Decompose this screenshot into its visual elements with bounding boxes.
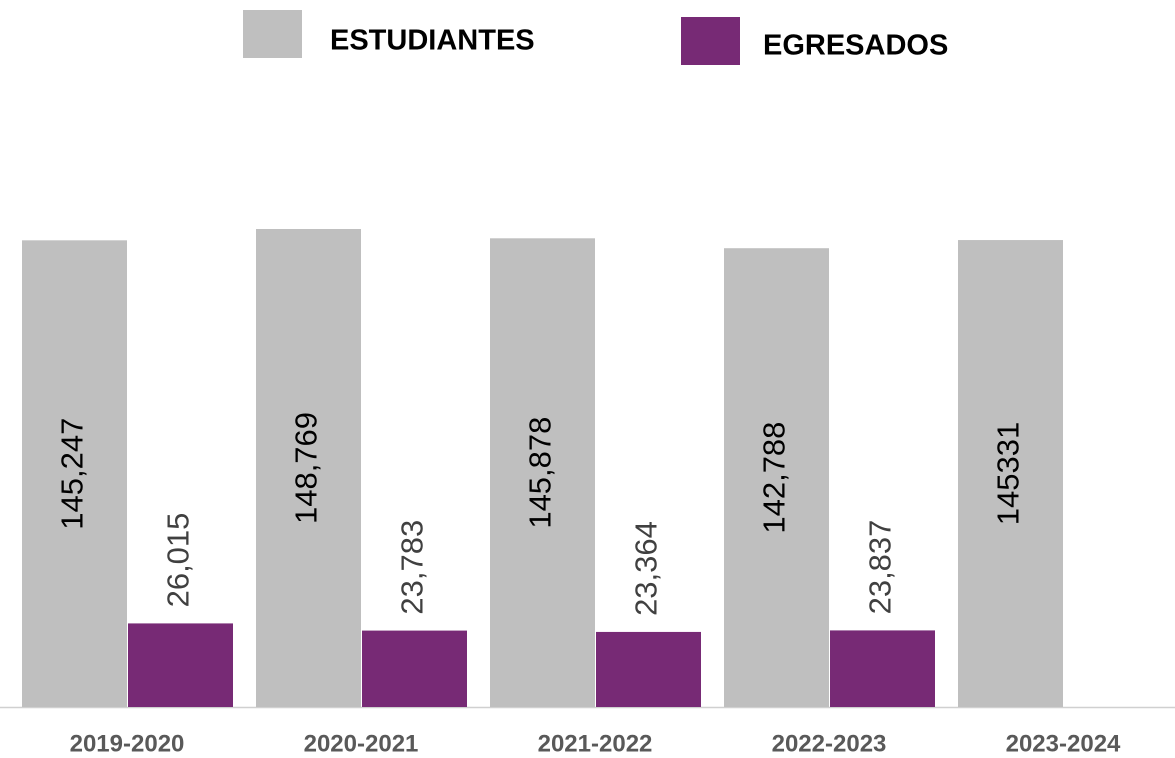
legend-label: ESTUDIANTES (330, 25, 535, 57)
bar (830, 630, 935, 707)
data-label: 23,364 (629, 521, 664, 616)
legend-label: EGRESADOS (763, 30, 948, 62)
x-tick-label: 2023-2024 (1006, 730, 1121, 757)
data-label: 23,837 (863, 520, 898, 615)
x-tick-label: 2020-2021 (304, 730, 419, 757)
data-label: 23,783 (395, 520, 430, 615)
bar (958, 240, 1063, 707)
x-tick-label: 2021-2022 (538, 730, 653, 757)
bar (22, 240, 127, 707)
data-label: 148,769 (289, 412, 324, 524)
bar (128, 623, 233, 707)
data-label: 26,015 (161, 513, 196, 608)
data-label: 145331 (991, 422, 1026, 525)
bar (490, 238, 595, 707)
legend-swatch (243, 10, 302, 58)
x-tick-label: 2022-2023 (772, 730, 887, 757)
legend-swatch (681, 17, 740, 65)
bar (362, 630, 467, 707)
bar (724, 248, 829, 707)
bar (596, 631, 701, 707)
data-label: 145,247 (55, 418, 90, 530)
bar (256, 229, 361, 707)
x-tick-label: 2019-2020 (70, 730, 185, 757)
data-label: 142,788 (757, 422, 792, 534)
data-label: 145,878 (523, 417, 558, 529)
